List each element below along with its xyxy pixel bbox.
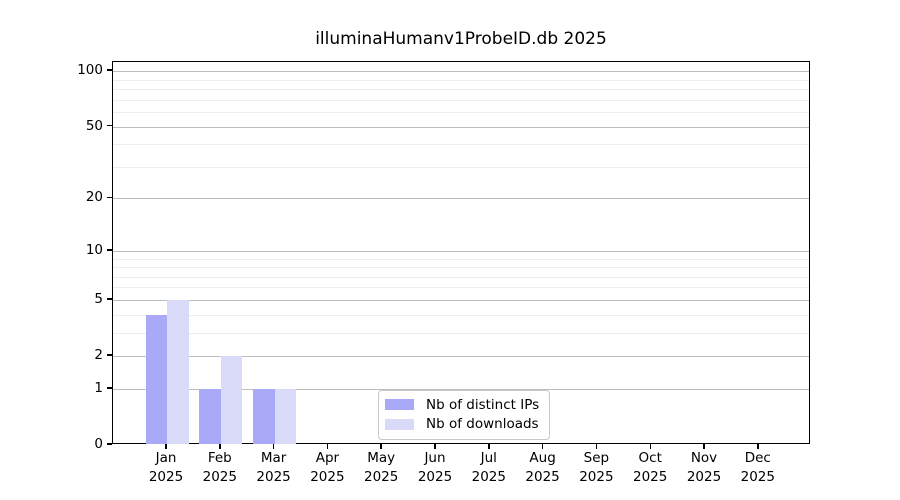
x-tick-month: Feb bbox=[207, 450, 232, 466]
minor-gridline bbox=[113, 267, 809, 268]
x-tick-year: 2025 bbox=[579, 468, 614, 485]
x-tick-year: 2025 bbox=[633, 468, 668, 485]
minor-gridline bbox=[113, 89, 809, 90]
x-tick-mark bbox=[649, 444, 651, 449]
major-gridline bbox=[113, 388, 809, 390]
y-tick-mark bbox=[107, 387, 112, 389]
legend-item-downloads: Nb of downloads bbox=[385, 415, 539, 435]
legend: Nb of distinct IPs Nb of downloads bbox=[378, 390, 551, 440]
x-tick-month: Jan bbox=[155, 450, 177, 466]
x-tick-label: Nov 2025 bbox=[674, 449, 734, 486]
x-tick-label: Apr 2025 bbox=[297, 449, 357, 486]
x-tick-label: Aug 2025 bbox=[513, 449, 573, 486]
minor-gridline bbox=[113, 99, 809, 101]
x-tick-month: Jun bbox=[424, 450, 446, 466]
x-tick-mark bbox=[757, 444, 759, 449]
x-tick-year: 2025 bbox=[364, 468, 399, 485]
bar-downloads bbox=[167, 299, 189, 444]
major-gridline bbox=[113, 126, 809, 128]
x-tick-month: Nov bbox=[690, 450, 718, 466]
x-tick-year: 2025 bbox=[525, 468, 560, 485]
minor-gridline bbox=[113, 276, 809, 278]
y-tick-mark bbox=[107, 354, 112, 356]
x-tick-month: Aug bbox=[529, 450, 556, 466]
x-tick-year: 2025 bbox=[148, 468, 184, 485]
legend-label-downloads: Nb of downloads bbox=[426, 416, 539, 433]
x-tick-year: 2025 bbox=[740, 468, 775, 485]
x-tick-label: Oct 2025 bbox=[620, 449, 680, 486]
x-tick-month: Dec bbox=[744, 450, 771, 466]
x-tick-mark bbox=[488, 444, 490, 449]
minor-gridline bbox=[113, 258, 809, 260]
x-tick-mark bbox=[380, 444, 382, 449]
x-tick-mark bbox=[595, 444, 598, 449]
y-tick-label: 50 bbox=[85, 117, 103, 134]
major-gridline bbox=[113, 250, 809, 252]
minor-gridline bbox=[113, 287, 809, 289]
major-gridline bbox=[113, 356, 809, 357]
bar-distinct-ips bbox=[145, 314, 167, 444]
x-tick-label: Mar 2025 bbox=[244, 449, 304, 486]
bar-downloads bbox=[220, 356, 243, 444]
x-tick-month: May bbox=[367, 450, 396, 466]
bar-distinct-ips bbox=[253, 388, 275, 444]
x-tick-month: Apr bbox=[315, 450, 340, 466]
major-gridline bbox=[113, 198, 809, 200]
x-tick-mark bbox=[326, 444, 329, 449]
bar-downloads bbox=[274, 388, 297, 444]
minor-gridline bbox=[113, 79, 809, 81]
x-tick-label: Jun 2025 bbox=[405, 449, 465, 486]
x-tick-label: Jan 2025 bbox=[136, 449, 196, 486]
y-tick-mark bbox=[107, 249, 112, 251]
x-tick-label: Sep 2025 bbox=[566, 449, 626, 486]
x-tick-label: Dec 2025 bbox=[728, 449, 788, 486]
x-tick-label: May 2025 bbox=[351, 449, 411, 486]
legend-swatch-downloads bbox=[385, 418, 414, 430]
x-tick-month: Mar bbox=[260, 450, 287, 466]
x-tick-year: 2025 bbox=[417, 468, 453, 485]
y-tick-label: 0 bbox=[94, 436, 103, 452]
x-tick-mark bbox=[703, 444, 705, 449]
x-tick-year: 2025 bbox=[686, 468, 722, 485]
x-tick-mark bbox=[272, 444, 275, 449]
x-tick-month: Oct bbox=[638, 450, 662, 466]
y-tick-label: 5 bbox=[94, 290, 103, 307]
bar-distinct-ips bbox=[199, 388, 221, 444]
y-tick-label: 20 bbox=[85, 189, 103, 206]
major-gridline bbox=[113, 299, 809, 301]
y-tick-label: 2 bbox=[94, 347, 103, 363]
minor-gridline bbox=[113, 111, 809, 113]
plot-area bbox=[112, 61, 810, 444]
major-gridline bbox=[113, 71, 809, 73]
x-tick-mark bbox=[541, 444, 544, 449]
x-tick-year: 2025 bbox=[471, 468, 506, 485]
y-tick-label: 10 bbox=[85, 241, 103, 258]
y-tick-label: 100 bbox=[77, 62, 103, 79]
chart-title: illuminaHumanv1ProbeID.db 2025 bbox=[315, 29, 607, 49]
x-tick-year: 2025 bbox=[256, 468, 291, 485]
y-tick-mark bbox=[107, 69, 112, 71]
legend-swatch-distinct-ips bbox=[385, 399, 414, 411]
y-tick-mark bbox=[107, 124, 112, 127]
y-tick-mark bbox=[107, 298, 112, 300]
x-tick-month: Jul bbox=[480, 450, 497, 466]
y-tick-mark bbox=[107, 196, 112, 199]
minor-gridline bbox=[113, 144, 809, 146]
x-tick-month: Sep bbox=[583, 450, 610, 466]
x-tick-year: 2025 bbox=[202, 468, 237, 485]
y-tick-mark bbox=[107, 443, 112, 445]
minor-gridline bbox=[113, 332, 809, 334]
y-tick-label: 1 bbox=[94, 379, 103, 396]
x-tick-label: Jul 2025 bbox=[459, 449, 519, 486]
x-tick-year: 2025 bbox=[310, 468, 345, 485]
x-tick-mark bbox=[219, 444, 221, 449]
minor-gridline bbox=[113, 166, 809, 168]
x-tick-mark bbox=[434, 444, 436, 449]
minor-gridline bbox=[113, 314, 809, 316]
x-tick-label: Feb 2025 bbox=[190, 449, 250, 486]
legend-item-distinct-ips: Nb of distinct IPs bbox=[385, 395, 539, 415]
x-tick-mark bbox=[165, 444, 167, 449]
legend-label-distinct-ips: Nb of distinct IPs bbox=[426, 396, 540, 413]
